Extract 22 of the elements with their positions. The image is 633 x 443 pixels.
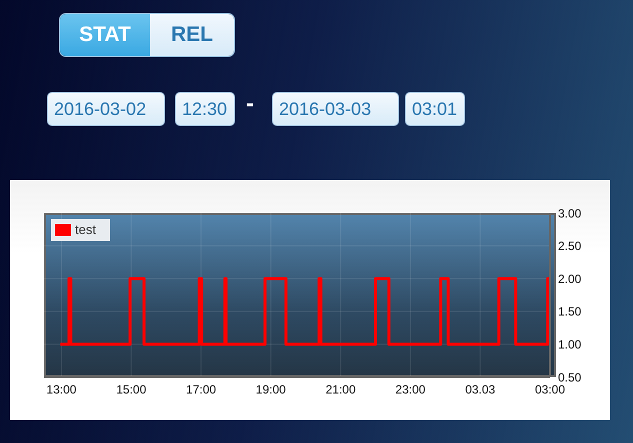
y-tick-label: 0.50	[558, 370, 582, 384]
text: STAT	[60, 14, 150, 56]
x-tick-label: 03:00	[534, 382, 566, 397]
x-tick-label: 13:00	[46, 382, 77, 397]
y-tick-label: 3.00	[558, 206, 582, 220]
text: REL	[150, 14, 234, 56]
y-tick-label: 1.00	[558, 337, 582, 352]
y-tick-label: 2.50	[558, 239, 582, 254]
y-tick-label: 1.50	[558, 304, 582, 319]
y-tick-label: 2.00	[558, 272, 582, 286]
x-tick-label: 21:00	[326, 382, 356, 397]
legend-label: test	[75, 222, 96, 238]
text: 2016-03-03	[272, 92, 399, 126]
x-tick-label: 19:00	[256, 382, 286, 397]
x-tick-label: 15:00	[116, 382, 147, 397]
x-tick-label: 03.03	[465, 382, 496, 397]
text: 2016-03-02	[47, 92, 165, 126]
text: 03:01	[405, 92, 465, 126]
x-tick-label: 23:00	[395, 382, 426, 397]
text: -	[246, 90, 254, 118]
text: 12:30	[175, 92, 235, 126]
x-tick-label: 17:00	[186, 382, 216, 397]
